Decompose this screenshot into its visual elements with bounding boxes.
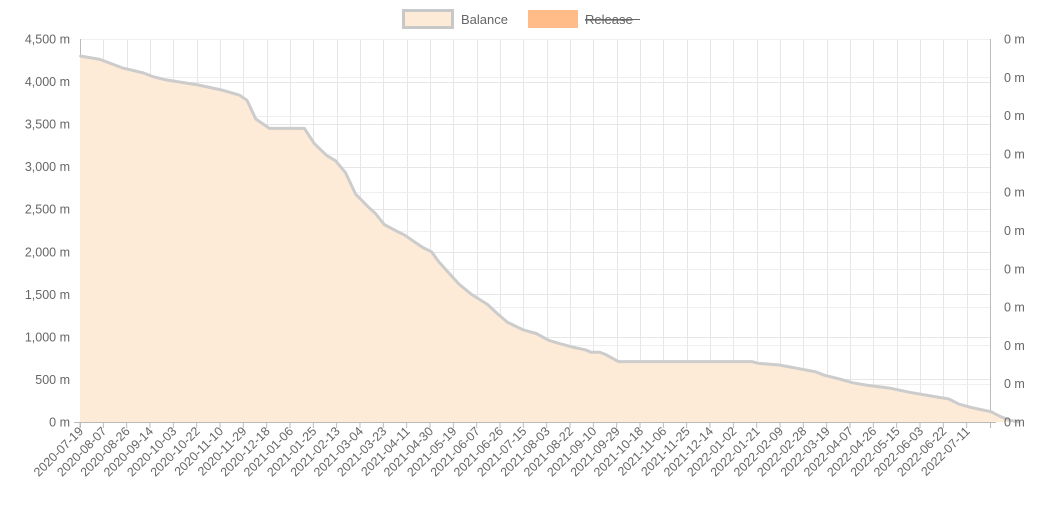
data-point bbox=[367, 205, 369, 208]
legend[interactable]: Balance Release bbox=[402, 9, 641, 29]
legend-item-release[interactable]: Release bbox=[528, 10, 640, 28]
data-point bbox=[1008, 419, 1011, 422]
data-point bbox=[334, 159, 337, 162]
data-point bbox=[947, 398, 950, 400]
data-point bbox=[303, 127, 306, 130]
y-right-tick-label: 0 m bbox=[1004, 109, 1025, 123]
data-point bbox=[238, 94, 241, 97]
data-point bbox=[732, 360, 735, 363]
data-point bbox=[246, 99, 248, 102]
data-point bbox=[421, 246, 424, 249]
legend-swatch-balance bbox=[402, 9, 454, 29]
data-point bbox=[413, 240, 416, 243]
data-point bbox=[496, 312, 499, 315]
data-point bbox=[836, 377, 839, 380]
y-left-tick-label: 3,500 m bbox=[25, 118, 70, 132]
data-point bbox=[547, 339, 550, 342]
data-point bbox=[970, 406, 973, 409]
data-point bbox=[888, 387, 890, 389]
data-point bbox=[142, 72, 145, 74]
data-point bbox=[800, 368, 803, 371]
data-point bbox=[558, 342, 561, 345]
y-axis-left: 0 m 500 m 1,000 m 1,500 m 2,000 m 2,500 m 3,00… bbox=[25, 33, 70, 430]
y-right-tick-label: 0 m bbox=[1004, 339, 1025, 353]
y-left-tick-label: 2,500 m bbox=[25, 203, 70, 217]
data-point bbox=[932, 395, 935, 398]
data-point bbox=[535, 332, 538, 335]
data-point bbox=[522, 329, 525, 332]
data-point bbox=[814, 370, 817, 373]
data-point bbox=[571, 346, 574, 349]
y-left-tick-label: 4,000 m bbox=[25, 75, 70, 89]
data-point bbox=[605, 353, 608, 356]
y-right-tick-label: 0 m bbox=[1004, 147, 1025, 161]
data-point bbox=[121, 66, 124, 69]
y-left-tick-label: 2,000 m bbox=[25, 245, 70, 259]
y-left-tick-label: 4,500 m bbox=[25, 33, 70, 47]
data-point bbox=[268, 127, 271, 130]
y-right-tick-label: 0 m bbox=[1004, 33, 1025, 47]
data-point bbox=[458, 283, 460, 286]
data-point bbox=[383, 223, 386, 226]
data-point bbox=[866, 384, 869, 387]
y-axis-right: 0 m 0 m 0 m 0 m 0 m 0 m 0 m 0 m 0 m 0 m 0 m bbox=[1004, 33, 1025, 430]
data-point bbox=[165, 78, 167, 81]
y-right-tick-label: 0 m bbox=[1004, 416, 1025, 430]
data-point bbox=[486, 303, 489, 306]
data-point bbox=[98, 58, 101, 61]
data-point bbox=[908, 391, 910, 394]
y-right-tick-label: 0 m bbox=[1004, 301, 1025, 315]
data-point bbox=[617, 360, 620, 363]
data-point bbox=[750, 360, 753, 363]
data-point bbox=[448, 272, 450, 275]
data-point bbox=[403, 233, 406, 236]
y-left-tick-label: 3,000 m bbox=[25, 160, 70, 174]
data-point bbox=[757, 362, 760, 365]
legend-label-balance: Balance bbox=[461, 12, 508, 27]
data-point bbox=[470, 293, 473, 296]
legend-item-balance[interactable]: Balance bbox=[402, 9, 508, 29]
data-point bbox=[221, 89, 224, 92]
data-point bbox=[254, 118, 257, 120]
x-axis: 2020-07-192020-08-072020-08-262020-09-14… bbox=[31, 422, 973, 479]
balance-points bbox=[79, 55, 1020, 423]
y-left-tick-label: 1,500 m bbox=[25, 288, 70, 302]
data-point bbox=[598, 351, 601, 354]
data-point bbox=[344, 171, 347, 174]
y-left-tick-label: 1,000 m bbox=[25, 330, 70, 344]
data-point bbox=[1000, 415, 1003, 418]
y-right-tick-label: 0 m bbox=[1004, 262, 1025, 276]
y-right-tick-label: 0 m bbox=[1004, 186, 1025, 200]
data-point bbox=[354, 192, 357, 195]
data-point bbox=[590, 351, 593, 354]
y-left-tick-label: 500 m bbox=[35, 373, 70, 387]
data-point bbox=[374, 212, 377, 215]
data-point bbox=[778, 364, 781, 366]
data-point bbox=[430, 250, 433, 253]
data-point bbox=[394, 229, 397, 232]
data-point bbox=[1017, 421, 1020, 423]
data-point bbox=[151, 75, 154, 78]
data-point bbox=[957, 403, 960, 406]
data-point bbox=[325, 154, 328, 157]
data-point bbox=[506, 321, 509, 324]
y-right-tick-label: 0 m bbox=[1004, 71, 1025, 85]
data-point bbox=[990, 410, 993, 413]
data-point bbox=[438, 261, 440, 263]
balance-area bbox=[80, 56, 1019, 422]
legend-swatch-release bbox=[528, 10, 578, 28]
y-right-tick-label: 0 m bbox=[1004, 377, 1025, 391]
data-point bbox=[313, 142, 316, 145]
data-point bbox=[851, 381, 854, 384]
y-right-tick-label: 0 m bbox=[1004, 224, 1025, 238]
data-point bbox=[583, 348, 586, 351]
data-point bbox=[197, 84, 200, 86]
data-point bbox=[79, 55, 81, 57]
data-point bbox=[823, 374, 826, 377]
y-left-tick-label: 0 m bbox=[49, 416, 70, 430]
